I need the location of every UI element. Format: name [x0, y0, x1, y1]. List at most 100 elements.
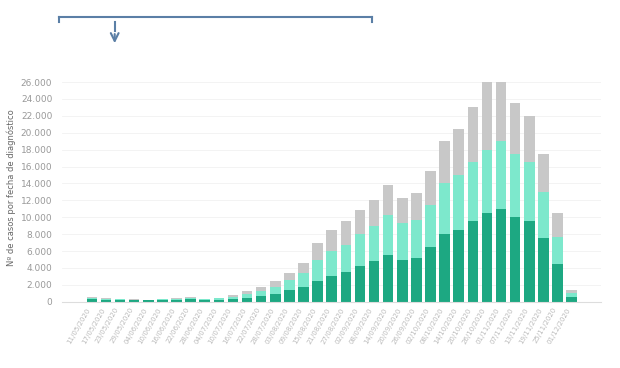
- Bar: [298, 287, 309, 302]
- Bar: [538, 238, 549, 302]
- Bar: [270, 282, 280, 287]
- Bar: [510, 154, 520, 217]
- Bar: [383, 185, 394, 215]
- Bar: [115, 300, 125, 302]
- Bar: [242, 291, 252, 294]
- Bar: [129, 299, 140, 300]
- Bar: [383, 255, 394, 302]
- Bar: [496, 209, 507, 302]
- Bar: [340, 222, 351, 245]
- Bar: [228, 297, 238, 299]
- Bar: [340, 272, 351, 302]
- Bar: [100, 300, 111, 302]
- Bar: [143, 301, 154, 302]
- Bar: [440, 184, 450, 234]
- Bar: [185, 298, 196, 299]
- Bar: [355, 234, 365, 266]
- Bar: [538, 154, 549, 192]
- Bar: [143, 300, 154, 301]
- Bar: [213, 300, 224, 302]
- Bar: [326, 230, 337, 251]
- Bar: [228, 295, 238, 297]
- Bar: [256, 291, 267, 296]
- Bar: [467, 107, 478, 162]
- Bar: [242, 294, 252, 298]
- Bar: [270, 287, 280, 294]
- Bar: [270, 294, 280, 302]
- Bar: [482, 82, 492, 150]
- Bar: [524, 222, 534, 302]
- Bar: [100, 299, 111, 300]
- Bar: [453, 175, 464, 230]
- Bar: [200, 300, 210, 302]
- Bar: [440, 141, 450, 184]
- Bar: [312, 259, 323, 281]
- Bar: [524, 162, 534, 222]
- Bar: [284, 290, 294, 302]
- Bar: [552, 264, 563, 302]
- Bar: [87, 297, 97, 298]
- Bar: [256, 287, 267, 291]
- Bar: [355, 210, 365, 234]
- Bar: [284, 273, 294, 280]
- Bar: [100, 298, 111, 299]
- Bar: [326, 276, 337, 302]
- Bar: [213, 298, 224, 300]
- Bar: [425, 205, 436, 247]
- Bar: [566, 297, 577, 302]
- Bar: [453, 128, 464, 175]
- Bar: [411, 258, 422, 302]
- Bar: [397, 259, 407, 302]
- Bar: [326, 251, 337, 276]
- Bar: [87, 298, 97, 299]
- Bar: [87, 299, 97, 302]
- Bar: [566, 293, 577, 297]
- Bar: [157, 299, 167, 300]
- Bar: [355, 266, 365, 302]
- Bar: [369, 200, 379, 226]
- Bar: [242, 298, 252, 302]
- Bar: [552, 213, 563, 237]
- Bar: [467, 162, 478, 222]
- Bar: [566, 290, 577, 293]
- Bar: [157, 300, 167, 302]
- Bar: [171, 298, 182, 299]
- Bar: [411, 220, 422, 258]
- Bar: [185, 299, 196, 302]
- Bar: [129, 300, 140, 302]
- Bar: [185, 297, 196, 298]
- Bar: [496, 82, 507, 141]
- Y-axis label: Nº de casos por fecha de diagnóstico: Nº de casos por fecha de diagnóstico: [7, 109, 17, 266]
- Bar: [510, 103, 520, 154]
- Bar: [171, 299, 182, 300]
- Bar: [482, 213, 492, 302]
- Bar: [467, 222, 478, 302]
- Bar: [228, 299, 238, 302]
- Bar: [340, 245, 351, 272]
- Bar: [312, 281, 323, 302]
- Bar: [411, 193, 422, 220]
- Bar: [496, 141, 507, 209]
- Bar: [200, 299, 210, 300]
- Bar: [256, 296, 267, 302]
- Bar: [425, 171, 436, 205]
- Bar: [369, 226, 379, 261]
- Bar: [425, 247, 436, 302]
- Bar: [552, 237, 563, 264]
- Bar: [312, 243, 323, 259]
- Bar: [284, 280, 294, 290]
- Bar: [397, 223, 407, 259]
- Bar: [397, 198, 407, 223]
- Bar: [524, 116, 534, 162]
- Bar: [538, 192, 549, 238]
- Bar: [369, 261, 379, 302]
- Bar: [453, 230, 464, 302]
- Bar: [298, 263, 309, 273]
- Bar: [510, 217, 520, 302]
- Bar: [298, 273, 309, 287]
- Bar: [482, 150, 492, 213]
- Bar: [171, 300, 182, 302]
- Bar: [383, 215, 394, 255]
- Bar: [115, 299, 125, 300]
- Bar: [440, 234, 450, 302]
